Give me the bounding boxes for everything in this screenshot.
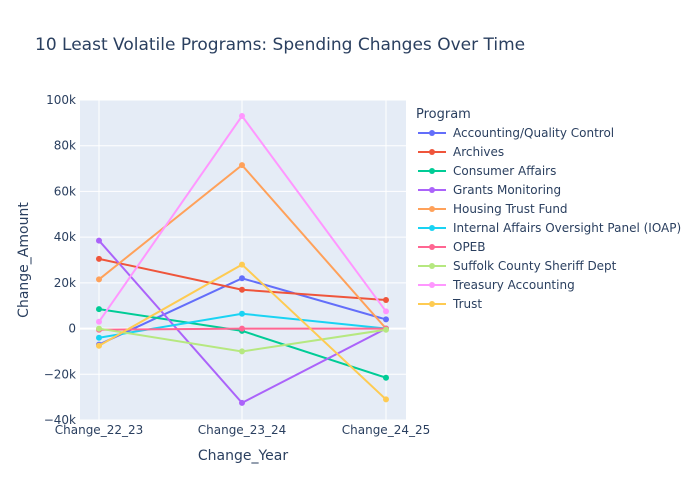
data-point[interactable] xyxy=(96,318,102,325)
legend-marker xyxy=(429,263,435,269)
legend-item[interactable]: Accounting/Quality Control xyxy=(418,126,614,140)
series-group xyxy=(96,325,389,355)
y-tick-label: −20k xyxy=(44,367,76,381)
legend-item[interactable]: Consumer Affairs xyxy=(418,164,556,178)
data-point[interactable] xyxy=(96,276,102,283)
data-point[interactable] xyxy=(239,399,245,406)
legend-marker xyxy=(429,187,435,193)
data-point[interactable] xyxy=(383,308,389,315)
legend-label: Grants Monitoring xyxy=(453,183,561,197)
legend-marker xyxy=(429,301,435,307)
y-axis-title: Change_Amount xyxy=(16,202,32,318)
data-point[interactable] xyxy=(239,325,245,332)
data-point[interactable] xyxy=(96,237,102,244)
legend-marker xyxy=(429,244,435,250)
legend-marker xyxy=(429,130,435,136)
y-tick-label: 40k xyxy=(54,230,76,244)
legend-label: Trust xyxy=(452,297,482,311)
series-group xyxy=(96,162,389,332)
legend-label: Suffolk County Sheriff Dept xyxy=(453,259,617,273)
data-point[interactable] xyxy=(239,261,245,268)
chart-title: 10 Least Volatile Programs: Spending Cha… xyxy=(35,35,525,55)
data-point[interactable] xyxy=(96,306,102,313)
legend-marker xyxy=(429,282,435,288)
legend-item[interactable]: Trust xyxy=(418,297,482,311)
legend-marker xyxy=(429,149,435,155)
x-tick-label: Change_23_24 xyxy=(198,423,286,437)
data-point[interactable] xyxy=(239,113,245,119)
data-point[interactable] xyxy=(239,275,245,282)
legend-label: Archives xyxy=(453,145,504,159)
legend-label: Housing Trust Fund xyxy=(453,202,568,216)
y-tick-label: 0 xyxy=(68,322,76,336)
legend-label: Accounting/Quality Control xyxy=(453,126,614,140)
legend-item[interactable]: Internal Affairs Oversight Panel (IOAP) xyxy=(418,221,681,235)
data-point[interactable] xyxy=(383,396,389,403)
data-point[interactable] xyxy=(239,310,245,317)
legend-title: Program xyxy=(416,107,471,122)
y-tick-label: 60k xyxy=(54,184,76,198)
data-point[interactable] xyxy=(239,162,245,169)
legend-item[interactable]: Grants Monitoring xyxy=(418,183,561,197)
data-point[interactable] xyxy=(383,326,389,333)
y-tick-label: 80k xyxy=(54,139,76,153)
data-point[interactable] xyxy=(383,316,389,323)
data-point[interactable] xyxy=(96,255,102,262)
legend-item[interactable]: Archives xyxy=(418,145,504,159)
legend-marker xyxy=(429,225,435,231)
y-tick-label: 20k xyxy=(54,276,76,290)
x-axis-title: Change_Year xyxy=(198,448,288,464)
y-tick-label: 100k xyxy=(46,93,76,107)
legend-label: Consumer Affairs xyxy=(453,164,556,178)
x-tick-label: Change_24_25 xyxy=(342,423,430,437)
data-point[interactable] xyxy=(239,286,245,293)
data-point[interactable] xyxy=(239,348,245,355)
data-point[interactable] xyxy=(96,342,102,349)
series-group xyxy=(96,261,389,403)
x-tick-label: Change_22_23 xyxy=(55,423,143,437)
legend-label: Treasury Accounting xyxy=(452,278,575,292)
series-layer xyxy=(96,113,389,406)
legend-label: Internal Affairs Oversight Panel (IOAP) xyxy=(453,221,681,235)
data-point[interactable] xyxy=(383,297,389,303)
legend-item[interactable]: Treasury Accounting xyxy=(418,278,575,292)
legend-item[interactable]: Suffolk County Sheriff Dept xyxy=(418,259,617,273)
series-group xyxy=(96,113,389,325)
legend-marker xyxy=(429,168,435,174)
legend-item[interactable]: Housing Trust Fund xyxy=(418,202,568,216)
series-group xyxy=(96,255,389,303)
data-point[interactable] xyxy=(96,325,102,332)
legend-item[interactable]: OPEB xyxy=(418,240,486,254)
y-tick-label: −40k xyxy=(44,413,76,427)
tick-layer: −40k −20k 0 20k 40k 60k 80k 100k Change_22_23 Cha… xyxy=(44,93,431,437)
legend-label: OPEB xyxy=(453,240,486,254)
legend-marker xyxy=(429,206,435,212)
data-point[interactable] xyxy=(383,374,389,381)
legend[interactable]: Accounting/Quality Control Archives Consum… xyxy=(418,126,681,311)
data-point[interactable] xyxy=(96,334,102,341)
